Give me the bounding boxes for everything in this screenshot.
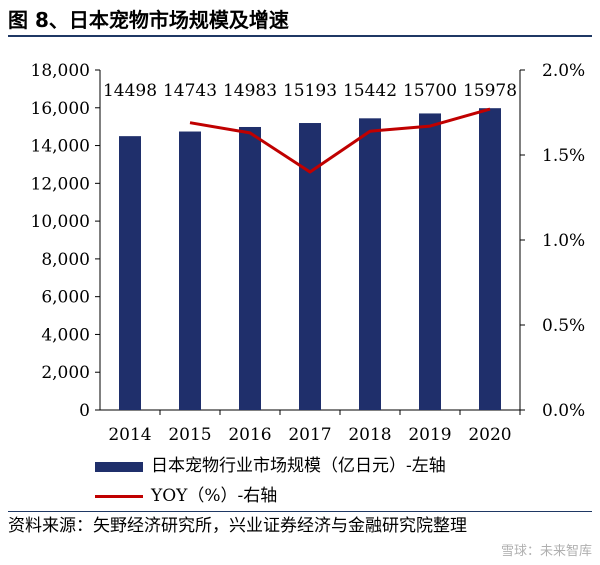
source-rule (8, 511, 592, 512)
legend-item-line: YOY（%）-右轴 (95, 481, 277, 506)
chart: 0 2,000 4,000 6,000 8,000 10,000 12,000 14,000 1… (31, 61, 586, 445)
y-left-tick-label: 16,000 (31, 99, 90, 119)
y-left-tick-label: 12,000 (31, 174, 90, 194)
data-label: 14743 (163, 81, 217, 101)
y-left-tick-label: 2,000 (41, 363, 90, 383)
legend-swatch-bar (95, 461, 143, 472)
data-label: 14983 (223, 81, 277, 101)
y-left-tick-label: 0 (79, 401, 90, 421)
watermark: 雪球：未来智库 (500, 544, 592, 559)
y-right-tick-label: 2.0% (542, 61, 585, 81)
bar (359, 118, 381, 410)
bar (119, 136, 141, 410)
data-label: 14498 (103, 81, 157, 101)
y-right-tick-label: 0.5% (542, 316, 585, 336)
data-label: 15193 (283, 81, 337, 101)
bar (179, 131, 201, 410)
data-label: 15700 (403, 81, 457, 101)
bar (239, 126, 261, 410)
y-left-tick-label: 6,000 (41, 288, 90, 308)
source-note: 资料来源：矢野经济研究所，兴业证券经济与金融研究院整理 (8, 516, 467, 536)
bar (299, 123, 321, 410)
bar (419, 113, 441, 410)
y-right-tick-label: 0.0% (542, 401, 585, 421)
y-left-tick-label: 18,000 (31, 61, 90, 81)
x-tick-label: 2018 (348, 425, 391, 445)
y-left-tick-label: 14,000 (31, 137, 90, 157)
legend-label-bars: 日本宠物行业市场规模（亿日元）-左轴 (151, 456, 446, 476)
y-left-tick-label: 4,000 (41, 325, 90, 345)
legend-item-bars: 日本宠物行业市场规模（亿日元）-左轴 (95, 451, 446, 476)
x-tick-label: 2015 (168, 425, 211, 445)
data-label: 15442 (343, 81, 397, 101)
x-tick-label: 2019 (408, 425, 451, 445)
legend-label-line: YOY（%）-右轴 (151, 486, 278, 506)
y-right-tick-label: 1.0% (542, 231, 585, 251)
y-right-tick-label: 1.5% (542, 146, 585, 166)
x-tick-label: 2016 (228, 425, 271, 445)
y-left-tick-label: 8,000 (41, 250, 90, 270)
legend-swatch-line (95, 495, 143, 498)
bar (479, 108, 501, 411)
x-tick-label: 2014 (108, 425, 151, 445)
y-left-tick-label: 10,000 (31, 212, 90, 232)
x-tick-label: 2020 (468, 425, 511, 445)
x-tick-label: 2017 (288, 425, 331, 445)
yoy-line (189, 107, 491, 174)
title-rule (8, 35, 592, 37)
data-label: 15978 (463, 81, 517, 101)
figure-title: 图 8、日本宠物市场规模及增速 (8, 8, 289, 32)
